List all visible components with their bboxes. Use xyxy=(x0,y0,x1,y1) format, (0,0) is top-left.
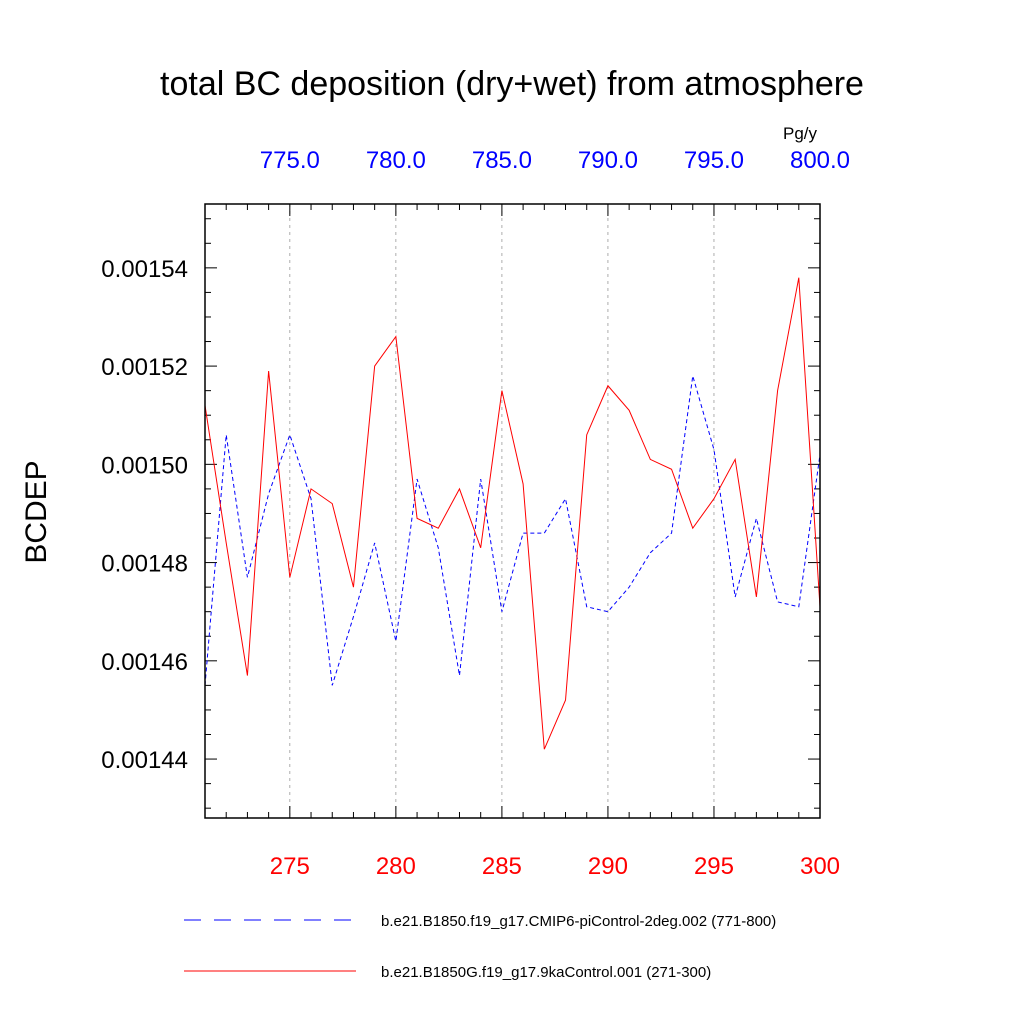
series-line-1 xyxy=(205,277,820,750)
bottom-tick-label-2: 285 xyxy=(482,853,522,880)
units-label: Pg/y xyxy=(783,124,818,143)
top-tick-label-2: 785.0 xyxy=(472,147,532,174)
y-tick-label-5: 0.00154 xyxy=(101,256,188,283)
plot-frame xyxy=(204,203,821,819)
y-tick-label-4: 0.00152 xyxy=(101,354,188,381)
bottom-tick-label-3: 290 xyxy=(588,853,628,880)
y-tick-label-0: 0.00144 xyxy=(101,747,188,774)
tick-marks xyxy=(204,204,821,818)
y-tick-label-1: 0.00146 xyxy=(101,649,188,676)
plot-lines xyxy=(205,277,820,750)
top-tick-label-0: 775.0 xyxy=(260,147,320,174)
top-tick-label-3: 790.0 xyxy=(578,147,638,174)
top-tick-label-1: 780.0 xyxy=(366,147,426,174)
legend-label-0: b.e21.B1850.f19_g17.CMIP6-piControl-2deg… xyxy=(381,913,776,930)
y-axis-label: BCDEP xyxy=(20,460,53,563)
gridlines xyxy=(289,204,715,818)
tick-labels: 0.00144 0.00146 0.00148 0.00150 0.00152 0.001… xyxy=(101,147,850,880)
series-line-0 xyxy=(205,375,820,686)
chart-title: total BC deposition (dry+wet) from atmos… xyxy=(160,65,864,103)
top-tick-label-5: 800.0 xyxy=(790,147,850,174)
bottom-tick-label-4: 295 xyxy=(694,853,734,880)
top-tick-label-4: 795.0 xyxy=(684,147,744,174)
legend: b.e21.B1850.f19_g17.CMIP6-piControl-2deg… xyxy=(184,913,776,981)
bottom-tick-label-5: 300 xyxy=(800,853,840,880)
y-tick-label-2: 0.00148 xyxy=(101,551,188,578)
y-tick-label-3: 0.00150 xyxy=(101,452,188,479)
bottom-tick-label-1: 280 xyxy=(376,853,416,880)
bottom-tick-label-0: 275 xyxy=(270,853,310,880)
legend-label-1: b.e21.B1850G.f19_g17.9kaControl.001 (271… xyxy=(381,964,711,981)
